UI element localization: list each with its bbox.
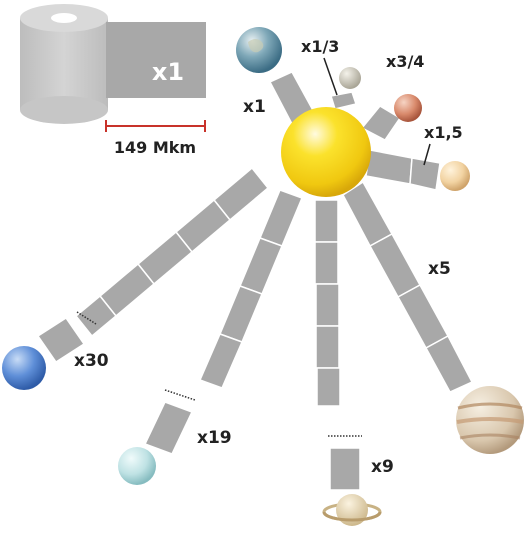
- multiplier-labels: x1 x1/3 x3/4 x1,5 x5 x9 x19 x30: [74, 37, 463, 477]
- strip-mars: [365, 149, 441, 191]
- distance-label: 149 Mkm: [114, 138, 196, 157]
- planets: [2, 27, 524, 526]
- saturn-icon: [322, 494, 382, 526]
- pointer-mars: [423, 143, 431, 166]
- uranus-icon: [118, 447, 156, 485]
- label-jupiter: x5: [428, 259, 451, 279]
- roll-bottom: [20, 96, 108, 124]
- label-mercury: x1/3: [301, 37, 339, 56]
- roll-hole: [51, 13, 77, 23]
- break-markers: [76, 311, 362, 437]
- pointer-mercury: [323, 57, 338, 96]
- uranus-break: [164, 389, 196, 401]
- strip-venus: [360, 105, 402, 141]
- label-earth: x1: [243, 97, 266, 117]
- strip-uranus: [143, 189, 303, 455]
- neptune-icon: [2, 346, 46, 390]
- neptune-break: [76, 311, 97, 325]
- roll-body: [20, 18, 108, 110]
- strip-jupiter: [342, 180, 474, 393]
- sun-icon: [281, 107, 371, 197]
- paper-roll-legend: x1 149 Mkm: [20, 4, 206, 157]
- paper-strips: [36, 71, 474, 491]
- label-neptune: x30: [74, 351, 109, 371]
- jupiter-icon: [456, 386, 524, 454]
- roll-multiplier-label: x1: [152, 58, 184, 86]
- strip-saturn: [314, 199, 361, 491]
- unrolled-sheet: [106, 22, 206, 98]
- label-venus: x3/4: [386, 52, 424, 71]
- earth-land-icon: [248, 39, 264, 53]
- strip-neptune: [36, 166, 270, 364]
- venus-icon: [394, 94, 422, 122]
- mercury-icon: [339, 67, 361, 89]
- label-uranus: x19: [197, 428, 232, 448]
- mars-icon: [440, 161, 470, 191]
- label-saturn: x9: [371, 457, 394, 477]
- label-mars: x1,5: [424, 123, 463, 142]
- strip-mercury: [330, 91, 357, 110]
